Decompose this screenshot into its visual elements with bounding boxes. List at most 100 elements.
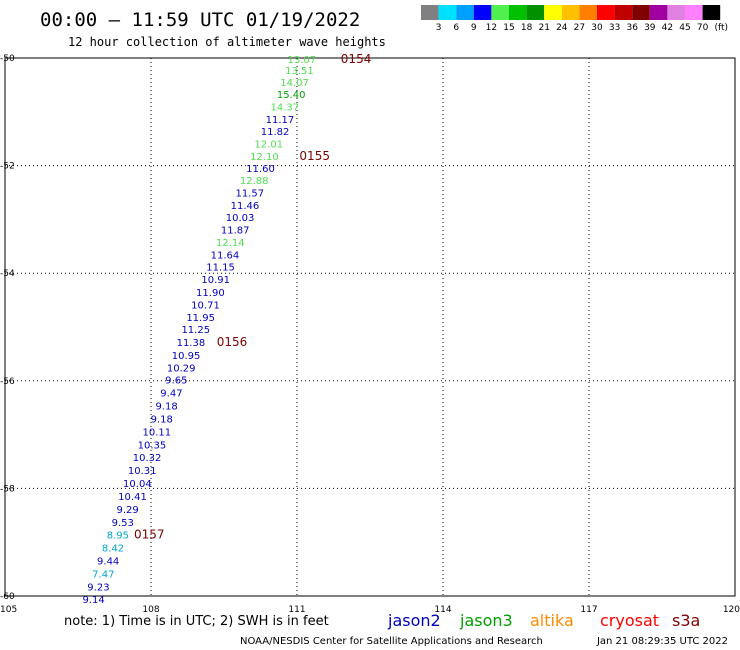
scale-label: 36: [626, 23, 638, 33]
swh-point-label: 10.32: [133, 453, 162, 464]
swh-point-label: 9.23: [87, 582, 109, 593]
swh-point-label: 10.95: [172, 351, 201, 362]
swh-point-label: 12.10: [250, 152, 279, 163]
swh-point-label: 11.64: [211, 250, 240, 261]
pass-label: 0154: [341, 52, 372, 66]
x-tick-label: 120: [723, 605, 740, 615]
scale-swatch: [597, 5, 615, 20]
y-tick-label: -54: [0, 269, 15, 279]
swh-point-label: 11.46: [231, 201, 260, 212]
scale-swatch: [702, 5, 721, 20]
scale-swatch: [649, 5, 668, 20]
x-tick-label: 105: [0, 605, 17, 615]
swh-point-label: 9.29: [117, 505, 139, 516]
scale-swatch: [685, 5, 703, 20]
scale-label: 21: [538, 23, 549, 33]
swh-point-label: 7.47: [92, 569, 114, 580]
chart-subtitle: 12 hour collection of altimeter wave hei…: [68, 35, 386, 49]
swh-point-label: 11.57: [235, 189, 264, 200]
swh-point-label: 10.03: [226, 213, 255, 224]
scale-swatch: [509, 5, 527, 20]
satellite-legend-entry: s3a: [672, 611, 700, 630]
satellite-legend-entry: altika: [530, 611, 574, 630]
scale-label: 33: [609, 23, 620, 33]
scale-swatch: [561, 5, 580, 20]
swh-point-label: 11.82: [261, 127, 290, 138]
swh-point-label: 11.95: [186, 313, 215, 324]
y-tick-label: -50: [0, 54, 15, 64]
swh-point-label: 9.18: [151, 414, 173, 425]
swh-point-label: 10.35: [138, 440, 167, 451]
scale-swatch: [614, 5, 633, 20]
scale-label: 42: [662, 23, 673, 33]
y-tick-label: -60: [0, 592, 15, 602]
satellite-legend: jason2 jason3 altika cryosat s3a: [387, 611, 700, 630]
swh-point-label: 11.15: [206, 263, 235, 274]
swh-point-label: 11.60: [246, 164, 275, 175]
scale-swatch: [456, 5, 474, 20]
y-axis-ticks: -50 -52 -54 -56 -58 -60: [0, 54, 15, 602]
x-tick-label: 114: [434, 605, 451, 615]
swh-point-label: 11.38: [177, 338, 206, 349]
swh-point-label: 9.14: [82, 595, 104, 606]
satellite-legend-entry: jason2: [387, 611, 441, 630]
y-tick-label: -52: [0, 162, 15, 172]
scale-label: 3: [436, 23, 442, 33]
swh-point-label: 12.14: [216, 238, 245, 249]
satellite-legend-entry: cryosat: [600, 611, 659, 630]
swh-point-label: 12.88: [240, 176, 269, 187]
scale-swatch: [632, 5, 650, 20]
swh-point-label: 12.01: [254, 140, 283, 151]
scale-label: 15: [503, 23, 514, 33]
swh-point-label: 14.07: [280, 78, 309, 89]
x-tick-label: 111: [288, 605, 305, 615]
satellite-legend-entry: jason3: [459, 611, 513, 630]
swh-point-label: 10.04: [123, 479, 152, 490]
x-axis-ticks: 105 108 111 114 117 120: [0, 605, 740, 615]
pass-label: 0156: [217, 335, 248, 349]
scale-unit: (ft): [714, 23, 728, 33]
scale-label: 6: [453, 23, 459, 33]
scale-swatch: [579, 5, 597, 20]
swh-point-label: 14.37: [271, 102, 300, 113]
scale-label: 30: [591, 23, 603, 33]
swh-point-label: 9.53: [112, 518, 134, 529]
pass-labels: 0154 0155 0156 0157: [134, 52, 371, 542]
scale-label: 18: [521, 23, 533, 33]
swh-point-label: 9.18: [155, 402, 177, 413]
swh-point-label: 10.11: [143, 427, 172, 438]
scale-swatch: [473, 5, 492, 20]
swh-point-label: 13.07: [288, 55, 317, 66]
swh-point-label: 9.47: [160, 389, 182, 400]
scale-label: 70: [697, 23, 709, 33]
swh-point-label: 9.44: [97, 556, 119, 567]
swh-point-label: 10.29: [167, 363, 196, 374]
chart-title: 00:00 – 11:59 UTC 01/19/2022: [40, 9, 360, 31]
pass-label: 0157: [134, 528, 165, 542]
footer-credit: NOAA/NESDIS Center for Satellite Applica…: [240, 636, 543, 647]
swh-point-label: 11.90: [196, 288, 225, 299]
swh-point-label: 9.65: [165, 376, 187, 387]
legend-note: note: 1) Time is in UTC; 2) SWH is in fe…: [64, 614, 329, 629]
swh-point-label: 11.17: [266, 115, 295, 126]
scale-label: 27: [574, 23, 585, 33]
swh-point-label: 8.95: [107, 531, 129, 542]
swh-point-label: 10.71: [191, 300, 220, 311]
x-tick-label: 108: [142, 605, 159, 615]
swh-point-label: 11.87: [221, 226, 250, 237]
scale-label: 39: [644, 23, 656, 33]
scale-swatch: [491, 5, 509, 20]
scale-swatch: [544, 5, 562, 20]
plot-frame: [4, 57, 736, 597]
scale-label: 24: [556, 23, 568, 33]
y-tick-label: -58: [0, 484, 15, 494]
wave-height-color-scale: 3 6 9 12 15 18 21 24 27 30 33 36 39 42 45 70 (ft): [421, 5, 728, 33]
pass-label: 0155: [299, 149, 330, 163]
swh-point-label: 15.40: [277, 90, 306, 101]
swh-point-label: 10.41: [118, 492, 147, 503]
swh-point-label: 8.42: [102, 544, 124, 555]
scale-label: 12: [486, 23, 497, 33]
scale-swatch: [421, 5, 439, 20]
